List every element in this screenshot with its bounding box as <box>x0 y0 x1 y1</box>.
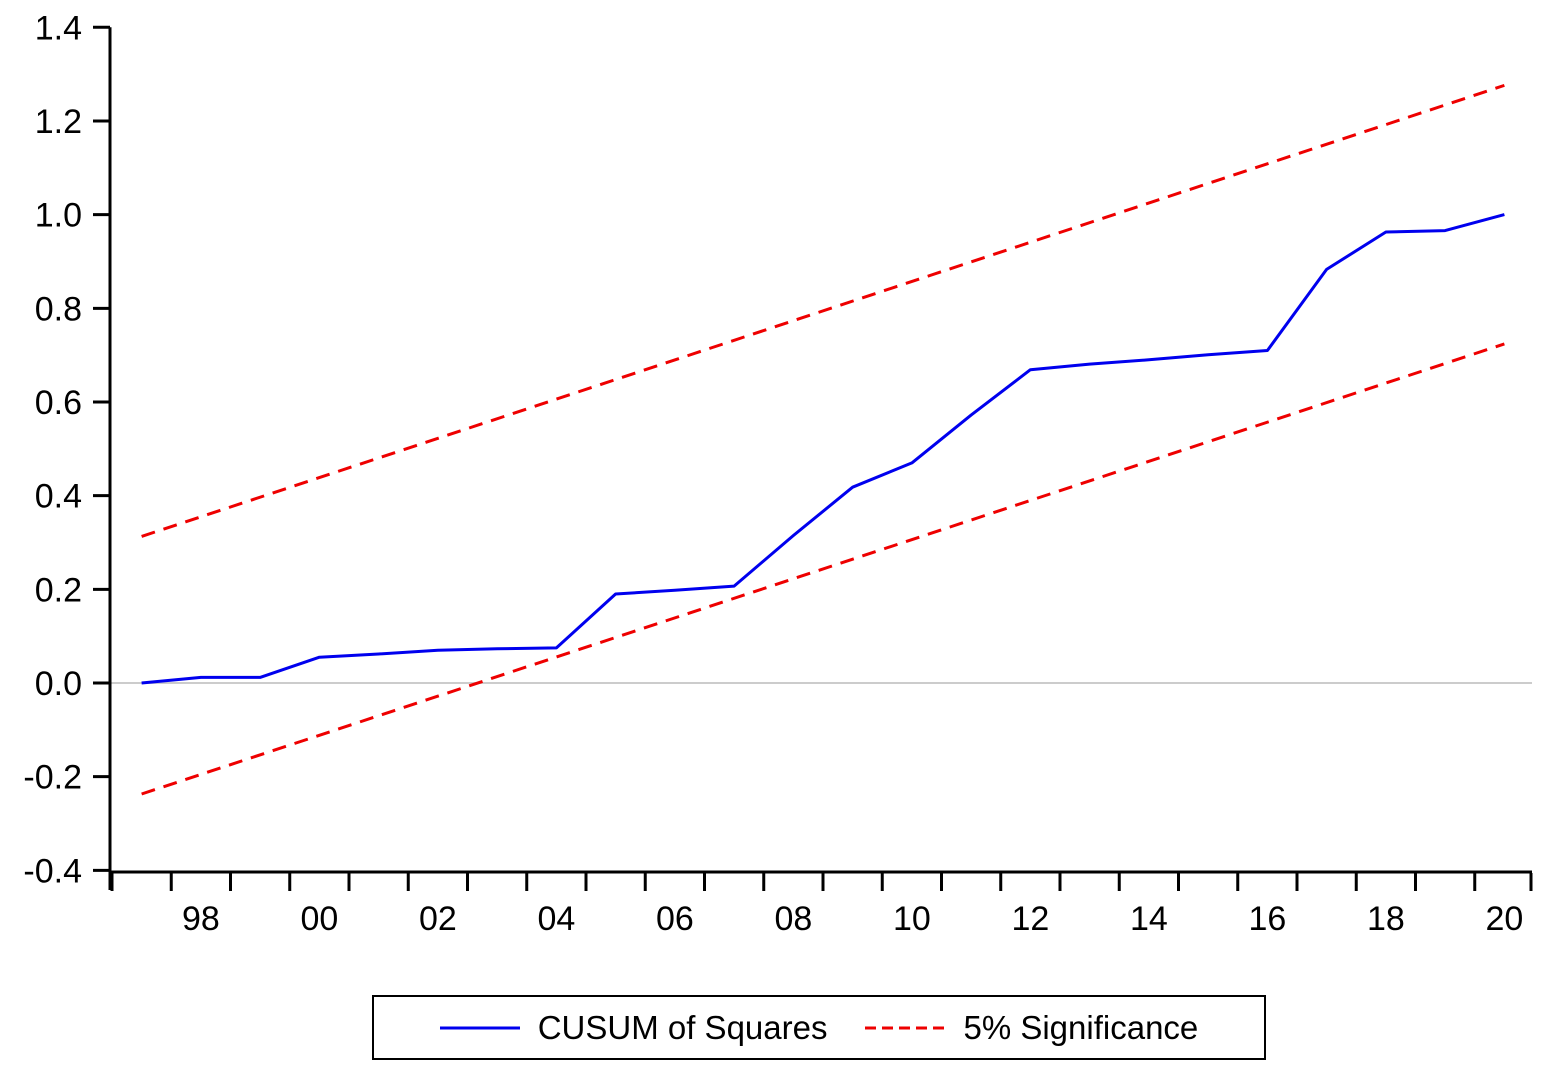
y-axis-tick-label: 1.4 <box>35 9 82 47</box>
x-axis-tick-label: 04 <box>537 900 575 938</box>
x-axis-tick-label: 08 <box>774 900 812 938</box>
legend-entry-cusum: CUSUM of Squares <box>439 1008 828 1047</box>
x-axis-tick-label: 98 <box>182 900 220 938</box>
lower-significance-line <box>141 342 1505 796</box>
legend-box: CUSUM of Squares 5% Significance <box>372 995 1266 1060</box>
x-axis-tick-label: 06 <box>656 900 694 938</box>
x-axis-tick-label: 12 <box>1011 900 1049 938</box>
y-axis-tick-label: 1.0 <box>35 197 82 235</box>
x-axis-tick-label: 16 <box>1248 900 1286 938</box>
x-axis-tick-label: 20 <box>1485 900 1523 938</box>
y-axis-tick-label: 0.0 <box>35 665 82 703</box>
x-axis-tick-label: 02 <box>419 900 457 938</box>
x-axis-tick-label: 00 <box>300 900 338 938</box>
cusum-line-sample-icon <box>439 1026 520 1029</box>
cusum-of-squares-line <box>141 213 1505 685</box>
y-axis-tick-label: 0.8 <box>35 290 82 328</box>
x-axis-tick-label: 18 <box>1367 900 1405 938</box>
legend-label-significance: 5% Significance <box>963 1008 1199 1046</box>
legend-label-cusum: CUSUM of Squares <box>537 1008 828 1046</box>
y-axis-tick-label: 1.2 <box>35 103 82 141</box>
y-axis-tick-label: -0.2 <box>23 759 82 797</box>
y-axis-tick-label: 0.4 <box>35 478 82 516</box>
y-axis-tick-label: 0.2 <box>35 571 82 609</box>
upper-significance-line <box>141 83 1505 538</box>
x-axis-tick-label: 10 <box>893 900 931 938</box>
significance-line-sample-icon <box>865 1026 946 1029</box>
legend-entry-significance: 5% Significance <box>865 1009 1198 1047</box>
x-axis-tick-label: 14 <box>1130 900 1168 938</box>
y-axis-tick-label: 0.6 <box>35 384 82 422</box>
y-axis-tick-label: -0.4 <box>23 852 82 890</box>
